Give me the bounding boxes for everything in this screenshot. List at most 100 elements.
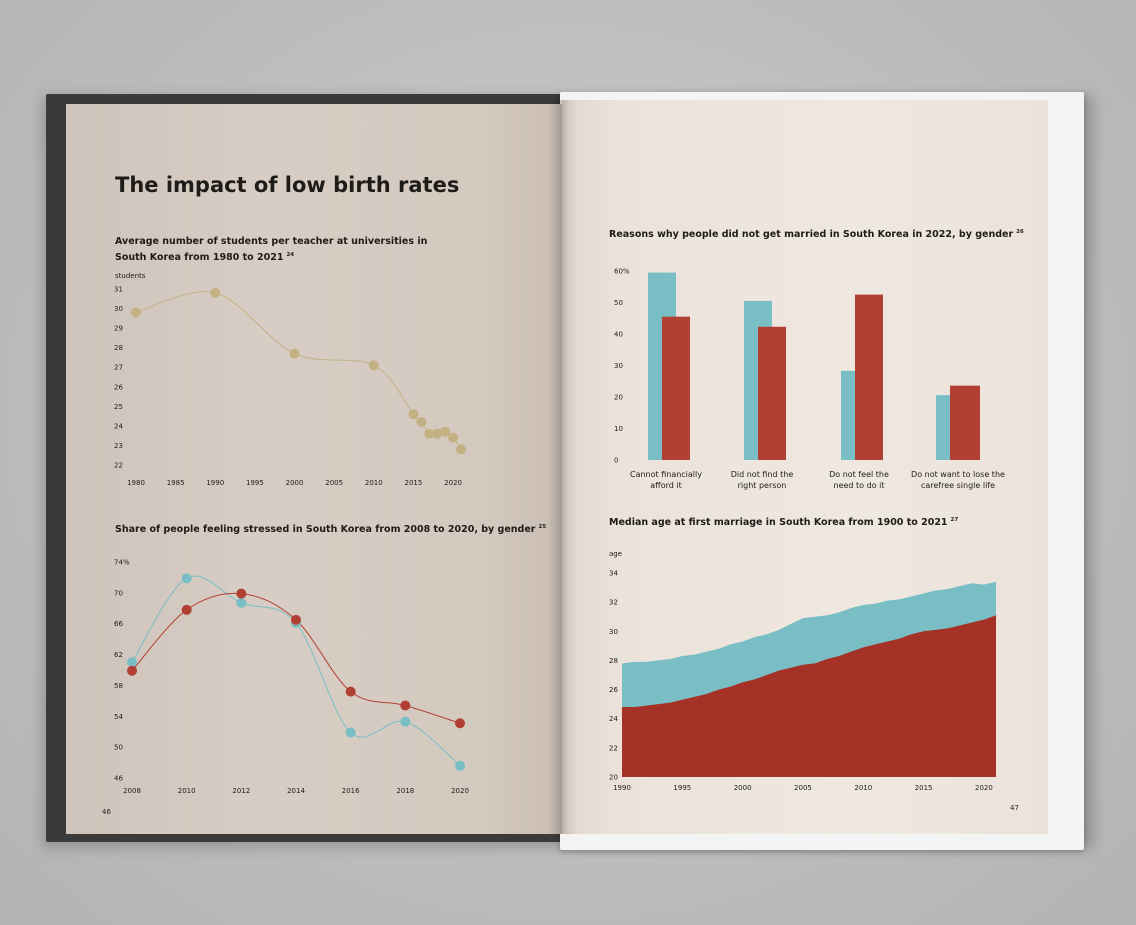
y-tick-label: 54 bbox=[114, 713, 123, 721]
data-point-red bbox=[400, 700, 411, 711]
y-tick-label: 30 bbox=[614, 362, 623, 370]
data-points bbox=[127, 573, 465, 771]
y-unit-label: age bbox=[609, 550, 622, 558]
x-tick-label: 1985 bbox=[167, 479, 185, 487]
data-point bbox=[440, 426, 451, 437]
footnote-marker: 26 bbox=[1016, 229, 1024, 235]
y-tick-label: 31 bbox=[114, 286, 123, 294]
data-point-red bbox=[291, 614, 301, 625]
y-axis-ticks: 22 23 24 25 26 27 28 29 30 31 bbox=[114, 286, 123, 470]
data-point bbox=[456, 444, 466, 455]
y-tick-label: 20 bbox=[614, 394, 623, 402]
x-tick-label: 2016 bbox=[342, 787, 360, 795]
page-heading: The impact of low birth rates bbox=[115, 173, 459, 197]
y-tick-label: 20 bbox=[609, 774, 618, 782]
y-tick-label: 26 bbox=[114, 383, 123, 391]
data-point-teal bbox=[181, 573, 192, 584]
data-point bbox=[424, 428, 435, 439]
data-point bbox=[210, 287, 221, 298]
x-tick-label: 2010 bbox=[854, 784, 872, 792]
reasons-not-married-chart: Reasons why people did not get married i… bbox=[609, 229, 1024, 490]
y-tick-label: 22 bbox=[114, 462, 123, 470]
y-axis-ticks: 20 22 24 26 28 30 32 34 bbox=[609, 570, 618, 782]
category-label: Do not feel the bbox=[829, 470, 889, 479]
data-point bbox=[448, 432, 459, 443]
x-axis-ticks: 1990 1995 2000 2005 2010 2015 2020 bbox=[613, 784, 993, 792]
category-labels: Cannot financially afford it Did not find … bbox=[630, 470, 1005, 490]
y-tick-label: 74% bbox=[114, 559, 130, 567]
data-point bbox=[416, 416, 427, 427]
y-tick-label: 28 bbox=[114, 344, 123, 352]
y-tick-label: 62 bbox=[114, 651, 123, 659]
data-point-teal bbox=[455, 760, 465, 771]
x-tick-label: 1980 bbox=[127, 479, 145, 487]
y-tick-label: 29 bbox=[114, 325, 123, 333]
bar-red bbox=[758, 326, 786, 460]
page-number: 46 bbox=[102, 808, 111, 816]
data-point-red bbox=[345, 686, 356, 697]
category-label: right person bbox=[738, 481, 787, 490]
data-point-red bbox=[181, 604, 192, 615]
data-point bbox=[368, 360, 379, 371]
y-tick-label: 66 bbox=[114, 620, 123, 628]
y-tick-label: 58 bbox=[114, 682, 123, 690]
y-tick-label: 28 bbox=[609, 657, 618, 665]
stress-share-chart: Share of people feeling stressed in Sout… bbox=[114, 524, 546, 795]
category-label: carefree single life bbox=[921, 481, 995, 490]
data-point-teal bbox=[236, 597, 247, 608]
y-tick-label: 50 bbox=[114, 744, 123, 752]
series-line-red bbox=[131, 592, 461, 724]
x-tick-label: 2005 bbox=[794, 784, 812, 792]
x-tick-label: 2000 bbox=[734, 784, 752, 792]
x-tick-label: 2015 bbox=[915, 784, 933, 792]
y-unit-label: students bbox=[115, 272, 146, 280]
x-tick-label: 2014 bbox=[287, 787, 305, 795]
footnote-marker: 25 bbox=[539, 524, 547, 530]
data-point bbox=[408, 409, 419, 420]
bar-red bbox=[950, 385, 980, 460]
chart-title-text: Median age at first marriage in South Ko… bbox=[609, 517, 948, 528]
y-tick-label: 30 bbox=[114, 305, 123, 313]
bars bbox=[648, 272, 980, 460]
y-tick-label: 46 bbox=[114, 775, 123, 783]
y-axis-ticks: 46 50 54 58 62 66 70 74% bbox=[114, 559, 130, 783]
x-tick-label: 2020 bbox=[451, 787, 469, 795]
x-tick-label: 2020 bbox=[444, 479, 462, 487]
category-label: Cannot financially bbox=[630, 470, 702, 479]
x-tick-label: 1990 bbox=[613, 784, 631, 792]
chart-title: Median age at first marriage in South Ko… bbox=[609, 517, 958, 528]
series-line bbox=[135, 291, 462, 450]
x-tick-label: 2018 bbox=[396, 787, 414, 795]
x-tick-label: 2008 bbox=[123, 787, 141, 795]
chart-title-text: Share of people feeling stressed in Sout… bbox=[115, 524, 536, 535]
chart-title: Reasons why people did not get married i… bbox=[609, 229, 1024, 240]
x-axis-ticks: 2008 2010 2012 2014 2016 2018 2020 bbox=[123, 787, 469, 795]
data-point-teal bbox=[400, 716, 411, 727]
y-tick-label: 30 bbox=[609, 628, 618, 636]
x-tick-label: 2020 bbox=[975, 784, 993, 792]
chart-title-line-1: Average number of students per teacher a… bbox=[115, 236, 428, 247]
chart-title-line-2: South Korea from 1980 to 2021 24 bbox=[115, 252, 294, 263]
footnote-marker: 27 bbox=[951, 517, 959, 523]
x-tick-label: 2005 bbox=[325, 479, 343, 487]
x-tick-label: 1995 bbox=[246, 479, 264, 487]
y-tick-label: 27 bbox=[114, 364, 123, 372]
data-point-red bbox=[127, 665, 137, 676]
category-label: Do not want to lose the bbox=[911, 470, 1005, 479]
area-series-red bbox=[622, 615, 996, 777]
data-point-red bbox=[236, 588, 247, 599]
y-tick-label: 32 bbox=[609, 599, 618, 607]
chart-title-text: Reasons why people did not get married i… bbox=[609, 229, 1013, 240]
y-tick-label: 25 bbox=[114, 403, 123, 411]
footnote-marker: 24 bbox=[286, 252, 294, 258]
y-tick-label: 26 bbox=[609, 686, 618, 694]
median-marriage-age-chart: Median age at first marriage in South Ko… bbox=[609, 517, 996, 792]
y-tick-label: 24 bbox=[609, 715, 618, 723]
y-tick-label: 70 bbox=[114, 589, 123, 597]
x-tick-label: 1990 bbox=[206, 479, 224, 487]
data-point bbox=[432, 428, 443, 439]
chart-title: Share of people feeling stressed in Sout… bbox=[115, 524, 546, 535]
students-per-teacher-chart: Average number of students per teacher a… bbox=[114, 236, 466, 487]
y-tick-label: 40 bbox=[614, 331, 623, 339]
data-point-teal bbox=[127, 657, 137, 668]
